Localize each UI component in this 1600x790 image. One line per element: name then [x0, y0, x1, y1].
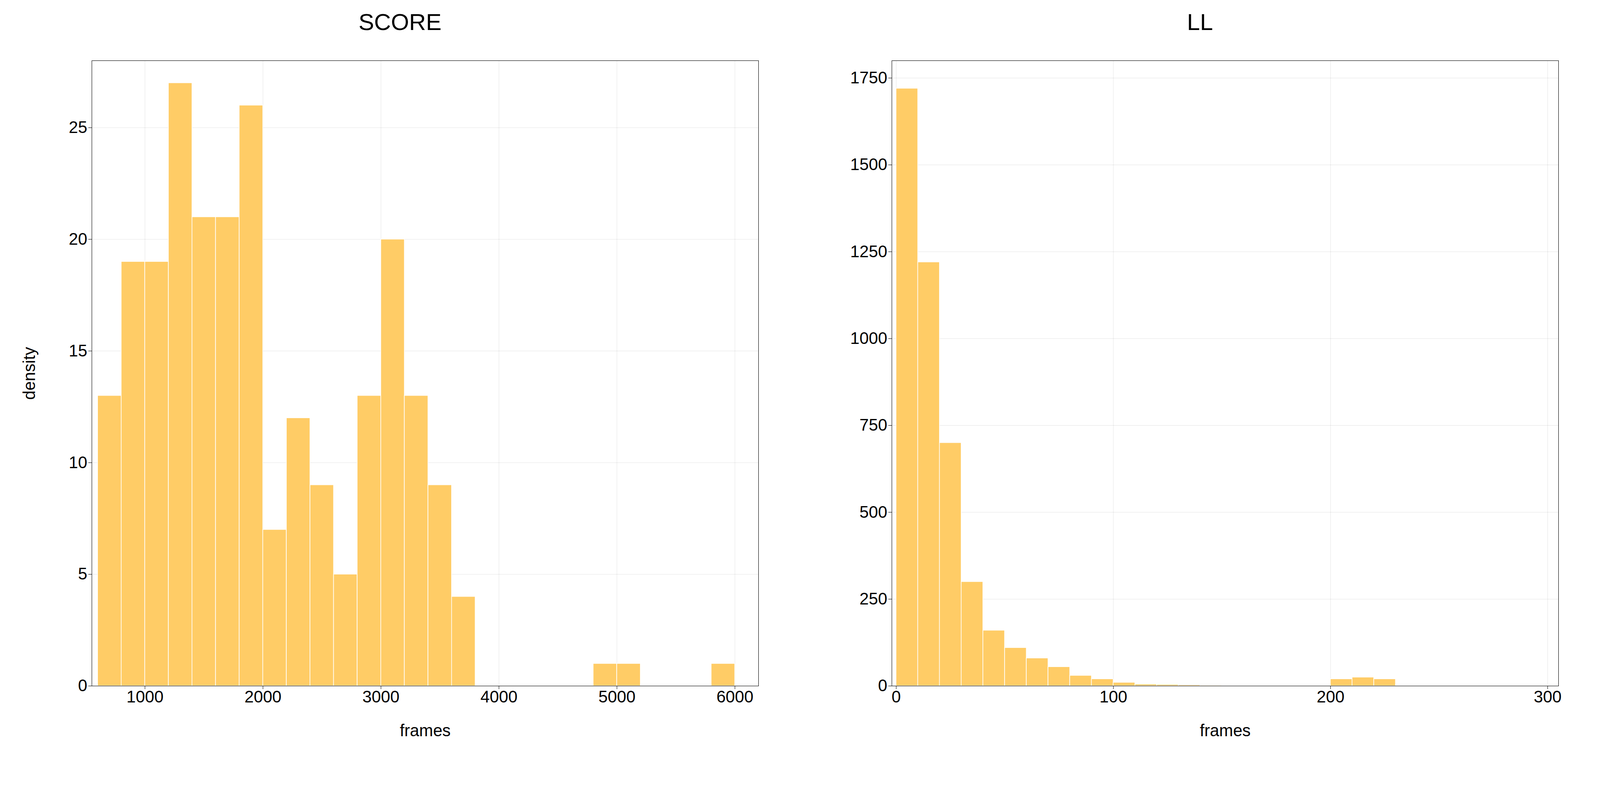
svg-text:0: 0: [891, 687, 901, 706]
svg-text:frames: frames: [1199, 720, 1251, 740]
svg-text:5000: 5000: [598, 687, 636, 706]
svg-text:250: 250: [859, 589, 888, 608]
svg-text:6000: 6000: [716, 687, 754, 706]
svg-text:3000: 3000: [362, 687, 400, 706]
svg-text:200: 200: [1316, 687, 1345, 706]
svg-text:0: 0: [77, 675, 88, 695]
svg-text:500: 500: [859, 502, 888, 521]
svg-text:1500: 1500: [850, 155, 888, 174]
svg-text:1000: 1000: [126, 687, 164, 706]
svg-text:25: 25: [68, 117, 88, 137]
svg-text:density: density: [20, 346, 39, 400]
svg-text:4000: 4000: [480, 687, 518, 706]
svg-text:1250: 1250: [850, 242, 888, 261]
svg-text:frames: frames: [399, 720, 451, 740]
svg-text:300: 300: [1533, 687, 1562, 706]
html-text:LL: LL: [1187, 8, 1213, 35]
svg-text:1750: 1750: [850, 68, 888, 87]
svg-text:100: 100: [1099, 687, 1128, 706]
html-text:SCORE: SCORE: [358, 8, 442, 35]
svg-text:2000: 2000: [244, 687, 282, 706]
svg-text:0: 0: [877, 675, 888, 695]
svg-text:5: 5: [77, 564, 88, 583]
svg-text:1000: 1000: [850, 328, 888, 348]
svg-text:750: 750: [859, 415, 888, 434]
svg-text:20: 20: [68, 229, 88, 248]
svg-text:10: 10: [68, 452, 88, 472]
svg-text:15: 15: [68, 341, 88, 360]
